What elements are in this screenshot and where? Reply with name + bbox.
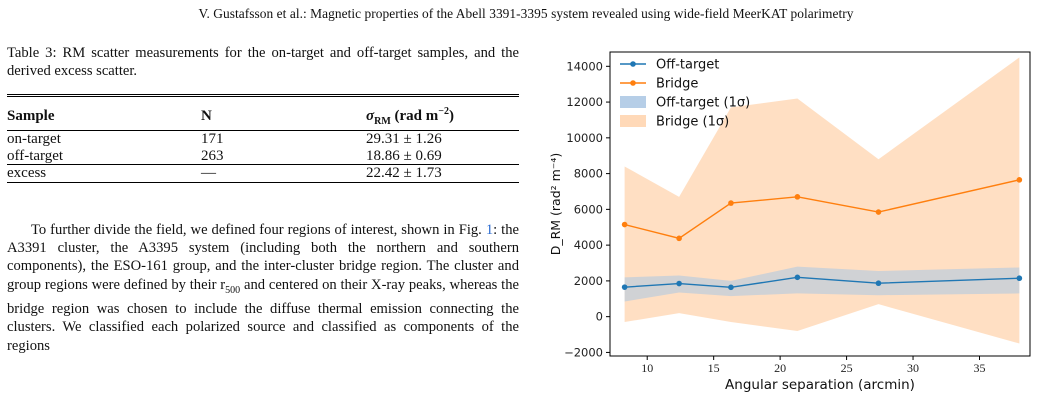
left-column: Table 3: RM scatter measurements for the… xyxy=(7,44,519,370)
data-point-off-target xyxy=(1016,275,1023,282)
figure-reference-link[interactable]: 1 xyxy=(485,221,494,238)
legend-label-bridge-band: Bridge (1σ) xyxy=(656,115,729,130)
y-axis-label: D_RM (rad² m⁻⁴) xyxy=(548,153,563,256)
x-tick-label: 30 xyxy=(907,361,919,375)
y-tick-label: −2000 xyxy=(564,345,603,359)
table-row: excess — 22.42 ± 1.73 xyxy=(7,164,519,183)
series-line-off-target xyxy=(624,276,1020,289)
x-tick-label: 35 xyxy=(973,361,985,375)
y-tick-label: 8000 xyxy=(574,167,603,181)
data-point-bridge xyxy=(875,209,882,215)
y-tick-label: 14000 xyxy=(566,59,603,73)
col-header-sigma: σRM (rad m−2) xyxy=(366,94,519,131)
para-text-2: : the A3391 cluster, the A3395 system (i… xyxy=(7,221,519,293)
x-tick-label: 15 xyxy=(708,361,720,375)
y-tick-label: 10000 xyxy=(566,131,603,145)
rm-scatter-table: Sample N σRM (rad m−2) on-target 171 29.… xyxy=(7,94,519,183)
structure-function-chart: 10 15 20 25 30 35 −2000 0 2000 4000 6000 8000 10000 1… xyxy=(530,46,1052,420)
legend-label-bridge: Bridge xyxy=(656,77,698,92)
x-tick-label: 25 xyxy=(841,361,853,375)
data-point-bridge xyxy=(794,194,801,200)
legend-label-off-target-band: Off-target (1σ) xyxy=(656,96,750,111)
chart-svg: 10 15 20 25 30 35 −2000 0 2000 4000 6000 8000 10000 1… xyxy=(548,51,1031,393)
legend-swatch-off-target-band xyxy=(620,96,646,108)
table-cell: — xyxy=(201,164,366,183)
table-header-row: Sample N σRM (rad m−2) xyxy=(7,94,519,131)
col-header-sample: Sample xyxy=(7,94,201,131)
x-tick-label: 20 xyxy=(774,361,786,375)
confidence-band-off-target xyxy=(624,266,1020,302)
data-point-bridge xyxy=(676,235,682,242)
data-point-bridge xyxy=(728,200,734,206)
table-row: off-target 263 18.86 ± 0.69 xyxy=(7,147,519,165)
x-tick-label: 10 xyxy=(641,361,653,375)
y-tick-label: 12000 xyxy=(566,95,603,109)
para-subscript: 500 xyxy=(225,284,241,296)
data-point-off-target xyxy=(794,274,801,281)
table-cell: 18.86 ± 0.69 xyxy=(366,147,519,165)
table-cell: 29.31 ± 1.26 xyxy=(366,131,442,147)
para-text-1: To further divide the field, we defined … xyxy=(31,221,486,238)
table-caption: Table 3: RM scatter measurements for the… xyxy=(7,45,519,79)
table-row: on-target 171 29.31 ± 1.26 xyxy=(7,131,519,148)
data-point-bridge xyxy=(1016,177,1023,183)
legend-swatch-bridge-band xyxy=(620,115,646,127)
table-cell: 171 xyxy=(201,131,224,147)
table-cell: 263 xyxy=(201,147,366,165)
data-point-off-target xyxy=(728,284,734,291)
table-cell: on-target xyxy=(7,131,61,147)
para-text-3: and centered on their X-ray peaks, where… xyxy=(7,276,519,354)
table-cell: off-target xyxy=(7,147,201,165)
legend-marker-off-target xyxy=(630,61,636,67)
legend-marker-bridge xyxy=(630,80,636,86)
body-paragraph: To further divide the field, we defined … xyxy=(7,221,519,356)
x-axis-label: Angular separation (arcmin) xyxy=(725,377,915,393)
data-point-off-target xyxy=(676,280,682,287)
legend-label-off-target: Off-target xyxy=(656,58,719,73)
data-point-off-target xyxy=(875,280,882,287)
y-tick-label: 4000 xyxy=(574,238,603,252)
plot-frame xyxy=(609,51,1031,357)
col-header-n: N xyxy=(201,94,366,131)
series-line-bridge xyxy=(624,179,1020,240)
y-tick-label: 0 xyxy=(596,310,603,324)
data-point-bridge xyxy=(621,221,628,228)
y-tick-label: 6000 xyxy=(574,202,603,216)
table-cell: 22.42 ± 1.73 xyxy=(366,164,519,183)
running-header: V. Gustafsson et al.: Magnetic propertie… xyxy=(198,6,854,21)
data-point-off-target xyxy=(621,284,628,290)
y-tick-label: 2000 xyxy=(574,274,603,288)
table-cell: excess xyxy=(7,164,201,183)
